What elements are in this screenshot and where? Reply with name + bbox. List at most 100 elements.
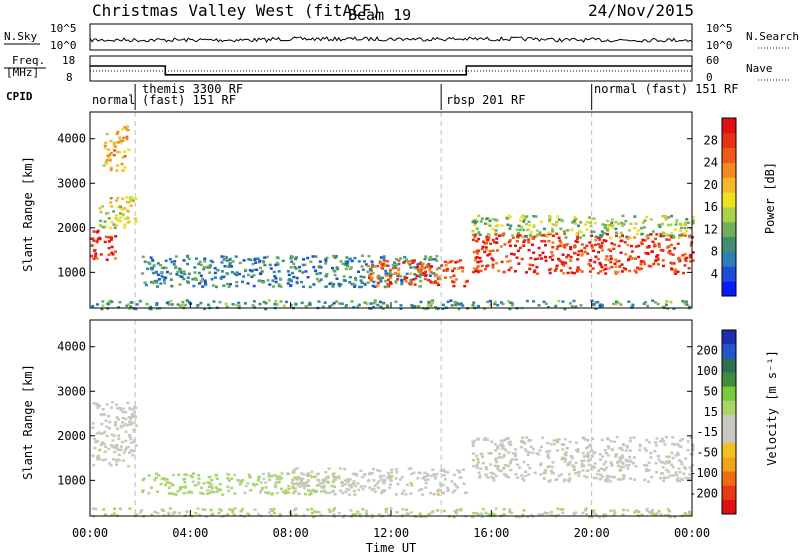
scatter-point: [155, 472, 158, 476]
scatter-point: [592, 249, 596, 252]
scatter-point: [427, 278, 431, 282]
scatter-point: [131, 421, 135, 425]
scatter-point: [459, 508, 463, 512]
scatter-point: [642, 226, 646, 229]
scatter-point: [525, 450, 529, 453]
scatter-point: [129, 305, 133, 308]
scatter-point: [471, 515, 475, 519]
scatter-point: [679, 229, 683, 233]
scatter-point: [518, 246, 522, 250]
scatter-point: [453, 489, 457, 492]
scatter-point: [210, 486, 214, 489]
scatter-point: [598, 304, 602, 308]
scatter-point: [301, 484, 305, 487]
scatter-point: [304, 305, 308, 308]
scatter-point: [547, 231, 551, 234]
scatter-point: [389, 479, 393, 482]
scatter-point: [571, 464, 575, 467]
scatter-point: [261, 259, 265, 263]
scatter-point: [516, 476, 520, 479]
scatter-point: [615, 234, 618, 238]
scatter-point: [195, 305, 199, 309]
scatter-point: [602, 239, 606, 242]
scatter-point: [628, 255, 632, 258]
scatter-point: [427, 262, 431, 266]
scatter-point: [431, 258, 435, 261]
scatter-point: [593, 466, 597, 469]
scatter-point: [379, 305, 383, 309]
scatter-point: [384, 272, 388, 275]
scatter-point: [357, 303, 361, 307]
scatter-point: [415, 274, 419, 277]
scatter-point: [683, 252, 687, 256]
scatter-point: [620, 270, 624, 273]
scatter-point: [515, 228, 519, 231]
scatter-point: [610, 242, 614, 245]
scatter-point: [500, 447, 504, 450]
scatter-point: [177, 511, 181, 515]
scatter-point: [121, 421, 124, 424]
scatter-point: [609, 257, 613, 261]
y-tick-label: 2000: [57, 429, 86, 443]
scatter-point: [489, 463, 493, 466]
scatter-point: [296, 476, 300, 479]
scatter-point: [543, 227, 546, 231]
scatter-point: [335, 300, 339, 303]
scatter-point: [557, 474, 561, 478]
scatter-point: [156, 262, 160, 265]
scatter-point: [423, 277, 427, 281]
scatter-point: [319, 482, 323, 485]
scatter-point: [538, 254, 542, 257]
scatter-point: [547, 480, 551, 483]
scatter-point: [614, 265, 618, 268]
scatter-point: [372, 301, 376, 305]
scatter-point: [489, 451, 493, 455]
scatter-point: [361, 507, 365, 511]
scatter-point: [227, 285, 231, 289]
scatter-point: [209, 264, 212, 267]
scatter-point: [481, 461, 485, 465]
scatter-point: [541, 436, 545, 440]
scatter-point: [194, 257, 198, 260]
scatter-point: [481, 507, 485, 511]
scatter-point: [426, 478, 430, 481]
scatter-point: [246, 282, 250, 285]
scatter-point: [166, 481, 169, 484]
scatter-point: [538, 449, 542, 452]
colorbar-swatch: [722, 118, 736, 134]
scatter-point: [621, 442, 625, 446]
scatter-point: [155, 279, 159, 283]
scatter-point: [186, 491, 190, 494]
scatter-point: [342, 279, 346, 282]
scatter-point: [275, 477, 279, 481]
scatter-point: [560, 473, 564, 476]
scatter-point: [642, 302, 646, 305]
scatter-point: [298, 269, 302, 273]
scatter-point: [450, 304, 454, 307]
scatter-point: [324, 274, 328, 278]
scatter-point: [150, 513, 154, 517]
scatter-point: [237, 301, 241, 305]
scatter-point: [159, 263, 162, 267]
scatter-point: [226, 272, 230, 276]
scatter-point: [520, 474, 524, 477]
scatter-point: [594, 476, 598, 480]
scatter-point: [667, 238, 671, 241]
scatter-point: [473, 258, 477, 262]
scatter-point: [257, 477, 260, 480]
scatter-point: [215, 490, 219, 494]
scatter-point: [482, 307, 486, 310]
scatter-point: [628, 229, 632, 232]
scatter-point: [475, 220, 479, 223]
cpid-segment-1: themis 3300 RF: [142, 82, 243, 96]
scatter-point: [360, 265, 364, 268]
scatter-point: [103, 413, 107, 416]
scatter-point: [599, 473, 603, 477]
scatter-point: [141, 478, 145, 482]
scatter-point: [272, 507, 276, 511]
scatter-point: [344, 490, 348, 494]
scatter-point: [182, 303, 186, 306]
scatter-point: [540, 239, 544, 243]
scatter-point: [599, 270, 603, 273]
scatter-point: [211, 284, 215, 287]
